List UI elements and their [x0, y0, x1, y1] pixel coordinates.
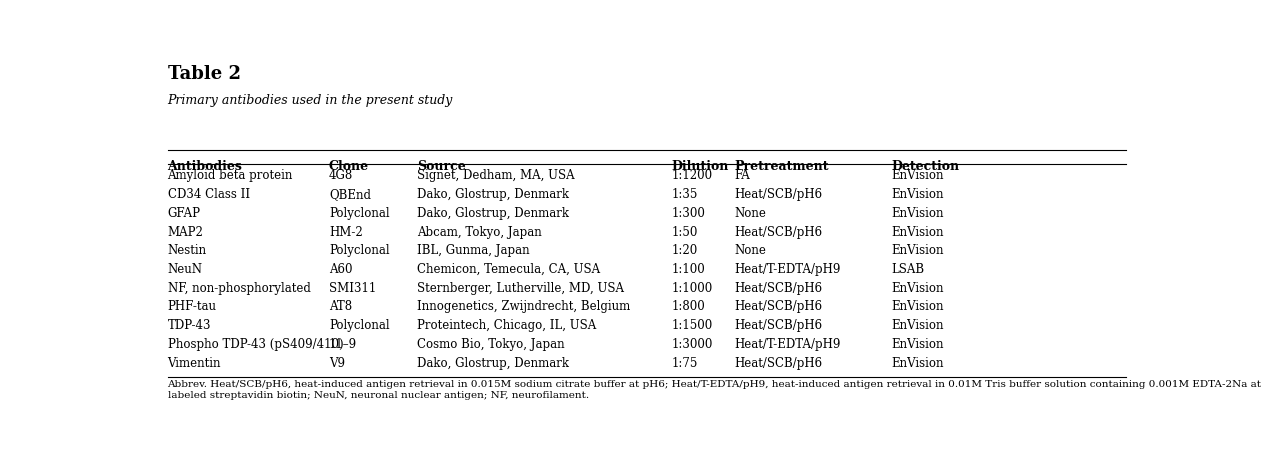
Text: 1:20: 1:20: [671, 244, 698, 258]
Text: GFAP: GFAP: [168, 207, 201, 220]
Text: IBL, Gunma, Japan: IBL, Gunma, Japan: [416, 244, 530, 258]
Text: Antibodies: Antibodies: [168, 160, 242, 173]
Text: Abcam, Tokyo, Japan: Abcam, Tokyo, Japan: [416, 226, 541, 239]
Text: A60: A60: [329, 263, 352, 276]
Text: NF, non-phosphorylated: NF, non-phosphorylated: [168, 282, 310, 295]
Text: 1:300: 1:300: [671, 207, 705, 220]
Text: Dako, Glostrup, Denmark: Dako, Glostrup, Denmark: [416, 188, 569, 201]
Text: Heat/T-EDTA/pH9: Heat/T-EDTA/pH9: [734, 338, 842, 351]
Text: Amyloid beta protein: Amyloid beta protein: [168, 170, 293, 182]
Text: EnVision: EnVision: [891, 244, 944, 258]
Text: Phospho TDP-43 (pS409/410): Phospho TDP-43 (pS409/410): [168, 338, 343, 351]
Text: Heat/SCB/pH6: Heat/SCB/pH6: [734, 226, 823, 239]
Text: MAP2: MAP2: [168, 226, 203, 239]
Text: Detection: Detection: [891, 160, 959, 173]
Text: Proteintech, Chicago, IL, USA: Proteintech, Chicago, IL, USA: [416, 319, 596, 332]
Text: Table 2: Table 2: [168, 64, 241, 83]
Text: Nestin: Nestin: [168, 244, 207, 258]
Text: SMI311: SMI311: [329, 282, 376, 295]
Text: Innogenetics, Zwijndrecht, Belgium: Innogenetics, Zwijndrecht, Belgium: [416, 300, 630, 313]
Text: EnVision: EnVision: [891, 226, 944, 239]
Text: Source: Source: [416, 160, 466, 173]
Text: Heat/T-EDTA/pH9: Heat/T-EDTA/pH9: [734, 263, 842, 276]
Text: Primary antibodies used in the present study: Primary antibodies used in the present s…: [168, 94, 453, 107]
Text: 1:1500: 1:1500: [671, 319, 713, 332]
Text: FA: FA: [734, 170, 751, 182]
Text: Pretreatment: Pretreatment: [734, 160, 829, 173]
Text: labeled streptavidin biotin; NeuN, neuronal nuclear antigen; NF, neurofilament.: labeled streptavidin biotin; NeuN, neuro…: [168, 391, 588, 400]
Text: Cosmo Bio, Tokyo, Japan: Cosmo Bio, Tokyo, Japan: [416, 338, 564, 351]
Text: Polyclonal: Polyclonal: [329, 244, 390, 258]
Text: EnVision: EnVision: [891, 300, 944, 313]
Text: Clone: Clone: [329, 160, 369, 173]
Text: 1:3000: 1:3000: [671, 338, 713, 351]
Text: EnVision: EnVision: [891, 170, 944, 182]
Text: Chemicon, Temecula, CA, USA: Chemicon, Temecula, CA, USA: [416, 263, 599, 276]
Text: Sternberger, Lutherville, MD, USA: Sternberger, Lutherville, MD, USA: [416, 282, 623, 295]
Text: CD34 Class II: CD34 Class II: [168, 188, 250, 201]
Text: Polyclonal: Polyclonal: [329, 207, 390, 220]
Text: Heat/SCB/pH6: Heat/SCB/pH6: [734, 300, 823, 313]
Text: Polyclonal: Polyclonal: [329, 319, 390, 332]
Text: 1:75: 1:75: [671, 357, 698, 370]
Text: EnVision: EnVision: [891, 357, 944, 370]
Text: Heat/SCB/pH6: Heat/SCB/pH6: [734, 282, 823, 295]
Text: 1:800: 1:800: [671, 300, 705, 313]
Text: HM-2: HM-2: [329, 226, 362, 239]
Text: Heat/SCB/pH6: Heat/SCB/pH6: [734, 357, 823, 370]
Text: Dako, Glostrup, Denmark: Dako, Glostrup, Denmark: [416, 207, 569, 220]
Text: TDP-43: TDP-43: [168, 319, 211, 332]
Text: AT8: AT8: [329, 300, 352, 313]
Text: 1:35: 1:35: [671, 188, 698, 201]
Text: 1:1200: 1:1200: [671, 170, 712, 182]
Text: Heat/SCB/pH6: Heat/SCB/pH6: [734, 188, 823, 201]
Text: Signet, Dedham, MA, USA: Signet, Dedham, MA, USA: [416, 170, 574, 182]
Text: Dako, Glostrup, Denmark: Dako, Glostrup, Denmark: [416, 357, 569, 370]
Text: 4G8: 4G8: [329, 170, 353, 182]
Text: None: None: [734, 244, 767, 258]
Text: 1:100: 1:100: [671, 263, 705, 276]
Text: V9: V9: [329, 357, 345, 370]
Text: EnVision: EnVision: [891, 188, 944, 201]
Text: EnVision: EnVision: [891, 207, 944, 220]
Text: Abbrev. Heat/SCB/pH6, heat-induced antigen retrieval in 0.015M sodium citrate bu: Abbrev. Heat/SCB/pH6, heat-induced antig…: [168, 380, 1262, 389]
Text: Heat/SCB/pH6: Heat/SCB/pH6: [734, 319, 823, 332]
Text: 1:1000: 1:1000: [671, 282, 713, 295]
Text: EnVision: EnVision: [891, 338, 944, 351]
Text: QBEnd: QBEnd: [329, 188, 371, 201]
Text: NeuN: NeuN: [168, 263, 202, 276]
Text: 11–9: 11–9: [329, 338, 357, 351]
Text: EnVision: EnVision: [891, 282, 944, 295]
Text: LSAB: LSAB: [891, 263, 924, 276]
Text: Dilution: Dilution: [671, 160, 728, 173]
Text: Vimentin: Vimentin: [168, 357, 221, 370]
Text: None: None: [734, 207, 767, 220]
Text: PHF-tau: PHF-tau: [168, 300, 217, 313]
Text: 1:50: 1:50: [671, 226, 698, 239]
Text: EnVision: EnVision: [891, 319, 944, 332]
